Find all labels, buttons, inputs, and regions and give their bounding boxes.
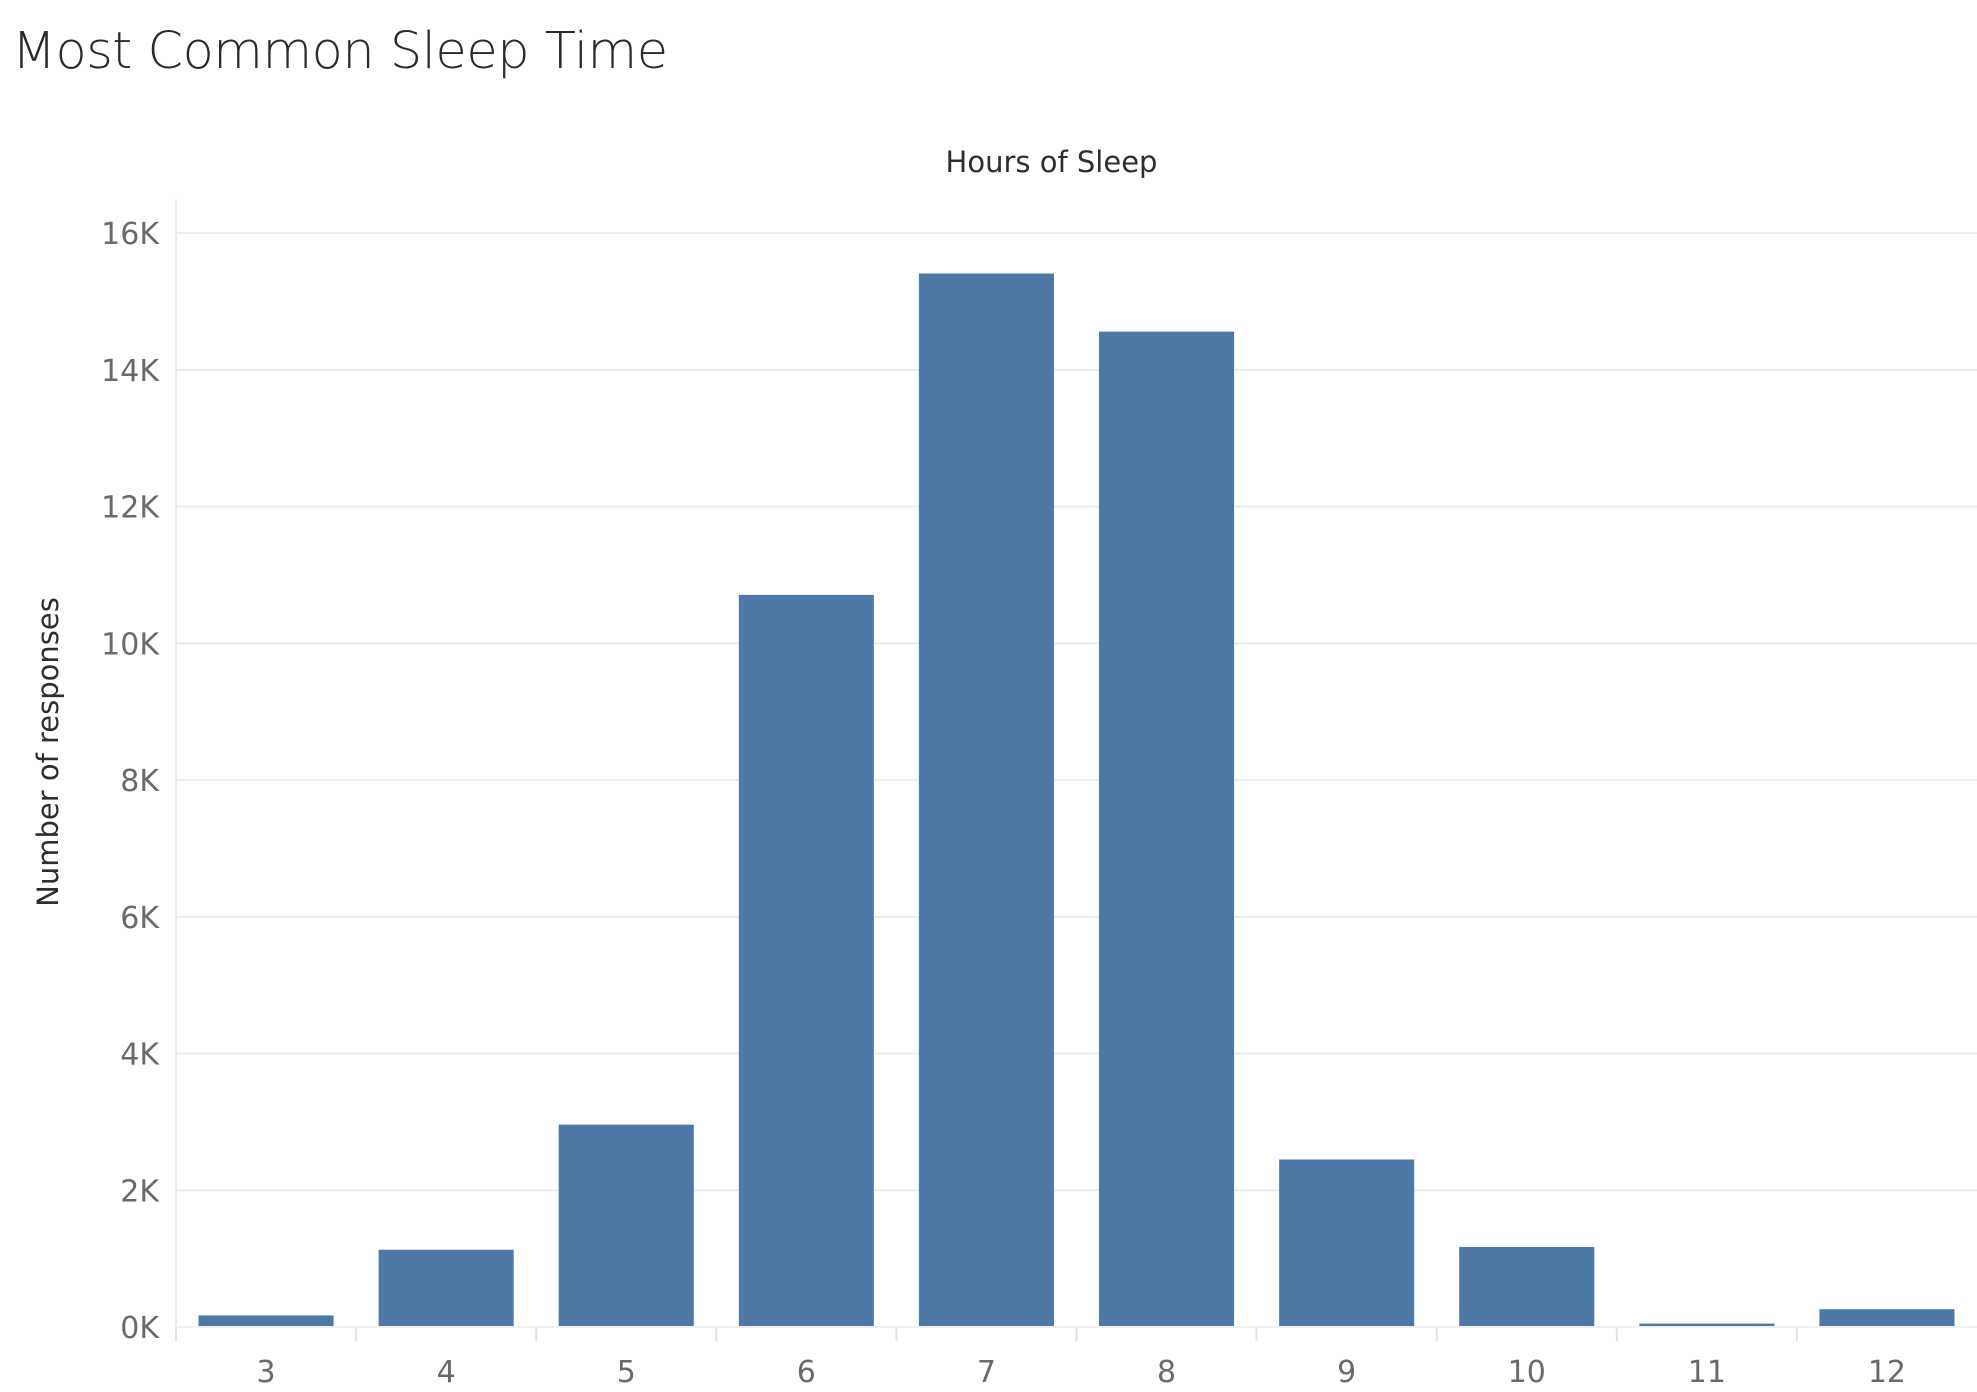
x-tick-label: 10 — [1508, 1355, 1546, 1390]
bar — [918, 273, 1054, 1327]
y-tick-label: 0K — [120, 1311, 160, 1346]
y-tick-label: 2K — [120, 1174, 160, 1209]
x-tick-label: 3 — [257, 1355, 276, 1390]
bar — [1279, 1159, 1415, 1327]
y-tick-label: 4K — [120, 1038, 160, 1073]
page-title: Most Common Sleep Time — [12, 22, 668, 81]
y-axis-title: Number of responses — [31, 597, 65, 907]
x-tick-label: 7 — [977, 1355, 996, 1390]
bar — [1639, 1323, 1775, 1327]
column-header: Hours of Sleep — [946, 145, 1158, 179]
y-tick-label: 10K — [101, 627, 160, 662]
x-tick-label: 8 — [1157, 1355, 1176, 1390]
bar — [378, 1249, 514, 1327]
axes: 0K 2K 4K 6K 8K 10K 12K 14K 16K 3 4 5 6 7 8 9 10 11 12 — [101, 199, 1977, 1390]
bar — [738, 594, 874, 1327]
x-tick-label: 9 — [1337, 1355, 1356, 1390]
x-tick-label: 4 — [437, 1355, 456, 1390]
y-tick-label: 14K — [101, 354, 160, 389]
bars — [198, 273, 1955, 1327]
y-tick-label: 12K — [101, 491, 160, 526]
x-tick-label: 6 — [797, 1355, 816, 1390]
gridlines — [176, 232, 1977, 1328]
y-tick-label: 6K — [120, 901, 160, 936]
bar — [198, 1315, 334, 1327]
bar — [1459, 1247, 1595, 1327]
x-tick-label: 12 — [1868, 1355, 1906, 1390]
y-tick-label: 8K — [120, 764, 160, 799]
x-tick-label: 11 — [1688, 1355, 1726, 1390]
bar — [558, 1124, 694, 1327]
bar — [1099, 331, 1235, 1327]
x-tick-label: 5 — [617, 1355, 636, 1390]
y-tick-label: 16K — [101, 217, 160, 252]
bar — [1819, 1309, 1955, 1327]
